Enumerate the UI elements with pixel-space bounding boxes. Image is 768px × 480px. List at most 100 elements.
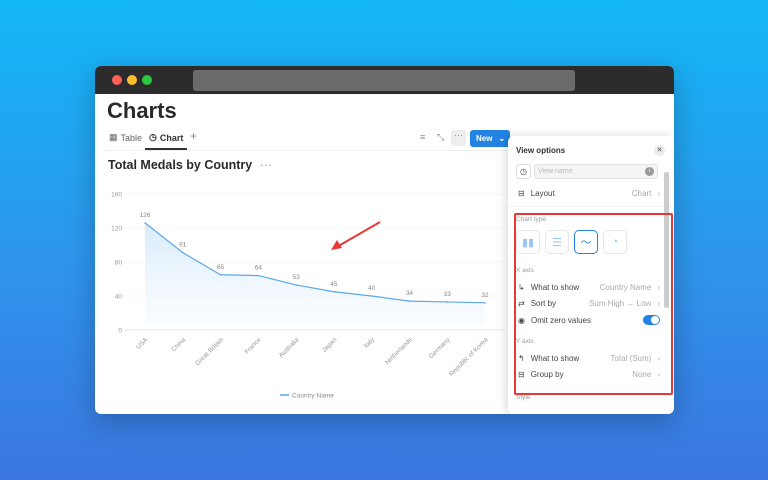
- chevron-down-icon[interactable]: ⌄: [498, 134, 506, 143]
- group-by-row[interactable]: ⊟ Group by None ›: [518, 370, 660, 379]
- add-view-button[interactable]: +: [190, 129, 198, 143]
- style-heading: Style: [516, 394, 531, 401]
- view-icon-button[interactable]: ◷: [516, 164, 531, 179]
- chevron-right-icon: ›: [657, 370, 660, 379]
- table-icon: ▦: [109, 132, 118, 142]
- data-label: 53: [292, 274, 300, 281]
- divider: [508, 206, 674, 207]
- tab-label: Table: [120, 132, 143, 143]
- chart-type-bar-button[interactable]: ▮▮: [516, 230, 540, 254]
- panel-scrollbar[interactable]: [664, 172, 669, 308]
- x-tick-label: Australia: [278, 336, 301, 359]
- y-what-to-show-row[interactable]: ↰ What to show Total (Sum) ›: [518, 354, 660, 363]
- label: Sort by: [530, 299, 557, 308]
- highlight-box: [514, 213, 673, 395]
- y-tick-label: 80: [115, 260, 123, 267]
- maximize-window-button[interactable]: [142, 75, 152, 85]
- chart-title: Total Medals by Country ···: [108, 158, 272, 172]
- data-label: 64: [255, 265, 263, 272]
- x-tick-label: Republic of Korea: [448, 336, 490, 378]
- x-tick-label: Netherlands: [384, 336, 414, 366]
- data-point: [446, 301, 449, 303]
- label: What to show: [530, 283, 580, 292]
- data-point: [219, 273, 222, 276]
- x-tick-label: Great Britain: [194, 336, 225, 367]
- series-line: [144, 222, 486, 304]
- chart-icon: ◷: [149, 132, 157, 142]
- close-panel-button[interactable]: ✕: [654, 145, 665, 156]
- new-button[interactable]: New ⌄: [470, 130, 510, 147]
- chart-title-text: Total Medals by Country: [108, 158, 253, 172]
- y-tick-label: 0: [118, 328, 122, 335]
- tab-label: Chart: [159, 132, 184, 143]
- new-label: New: [476, 134, 493, 143]
- view-options-panel: View options ✕ ◷ View name i ⊟ Layout Chart…: [508, 136, 674, 414]
- chart-type-line-button[interactable]: 〜: [574, 230, 598, 254]
- x-axis-heading: X axis: [516, 267, 534, 274]
- address-bar[interactable]: [193, 70, 575, 91]
- data-label: 126: [140, 212, 151, 219]
- more-options-button[interactable]: ···: [451, 130, 466, 146]
- x-tick-label: Japan: [321, 336, 339, 354]
- close-window-button[interactable]: [112, 75, 122, 85]
- sort-by-row[interactable]: ⇄ Sort by Sum High → Low ›: [518, 299, 660, 308]
- chart-more-icon[interactable]: ···: [259, 158, 273, 172]
- x-tick-label: China: [170, 336, 187, 353]
- area-fill: [145, 222, 485, 326]
- browser-window: Charts ▦ Table ◷ Chart + ≡ ⤡ ··· New ⌄ Tota…: [95, 66, 674, 414]
- y-tick-label: 40: [115, 294, 123, 301]
- x-what-to-show-row[interactable]: ↳ What to show Country Name ›: [518, 283, 660, 292]
- view-name-input[interactable]: View name i: [534, 164, 658, 179]
- x-tick-label: France: [243, 336, 263, 356]
- data-point: [257, 274, 260, 277]
- red-arrow-annotation: [331, 221, 381, 250]
- title-bar: [95, 66, 674, 94]
- active-tab-indicator: [145, 148, 187, 150]
- data-label: 91: [179, 242, 187, 249]
- data-point: [484, 302, 486, 304]
- minimize-window-button[interactable]: [127, 75, 137, 85]
- value: None: [632, 370, 652, 379]
- group-icon: ⊟: [518, 370, 525, 379]
- data-point: [144, 222, 146, 224]
- arrow-turn-icon: ↳: [518, 283, 525, 292]
- chart-type-horizontal-bar-button[interactable]: ☰: [545, 230, 569, 254]
- data-label: 65: [217, 264, 225, 271]
- x-tick-label: Italy: [363, 336, 377, 350]
- label: Group by: [530, 370, 564, 379]
- layout-row[interactable]: ⊟ Layout Chart ›: [518, 189, 660, 198]
- chevron-right-icon: ›: [657, 189, 660, 198]
- arrow-up-icon: ↰: [518, 354, 525, 363]
- page-title: Charts: [107, 98, 177, 123]
- filter-icon[interactable]: ≡: [420, 132, 426, 142]
- data-point: [370, 295, 373, 297]
- expand-icon[interactable]: ⤡: [437, 132, 445, 142]
- data-point: [333, 290, 335, 293]
- info-icon: i: [645, 167, 654, 176]
- label: What to show: [530, 354, 580, 363]
- chart-type-heading: Chart type: [516, 216, 546, 223]
- tab-table[interactable]: ▦ Table: [109, 132, 142, 143]
- eye-icon: ◉: [518, 315, 525, 325]
- data-label: 40: [368, 285, 376, 292]
- x-tick-label: Germany: [428, 336, 452, 360]
- data-label: 34: [406, 290, 414, 297]
- chart-type-donut-button[interactable]: ◔: [603, 230, 627, 254]
- omit-zero-row: ◉ Omit zero values: [518, 315, 660, 325]
- data-point: [295, 284, 297, 286]
- panel-title: View options: [516, 146, 566, 155]
- omit-zero-toggle[interactable]: [643, 315, 660, 325]
- label: Omit zero values: [530, 315, 592, 325]
- divider: [105, 150, 510, 151]
- tab-chart[interactable]: ◷ Chart: [149, 132, 183, 143]
- value: Total (Sum): [610, 354, 652, 363]
- line-chart: 0 40 80 120 160 126 91 65 64 53 45 40 34 33 32 USA China…: [111, 192, 505, 400]
- layout-icon: ⊟: [518, 189, 525, 198]
- sort-icon: ⇄: [518, 299, 525, 308]
- view-name-placeholder: View name: [538, 168, 573, 175]
- chevron-right-icon: ›: [657, 354, 660, 363]
- data-point: [408, 300, 411, 302]
- data-point: [181, 251, 184, 254]
- layout-value: Chart: [631, 189, 652, 198]
- value: Country Name: [599, 283, 652, 292]
